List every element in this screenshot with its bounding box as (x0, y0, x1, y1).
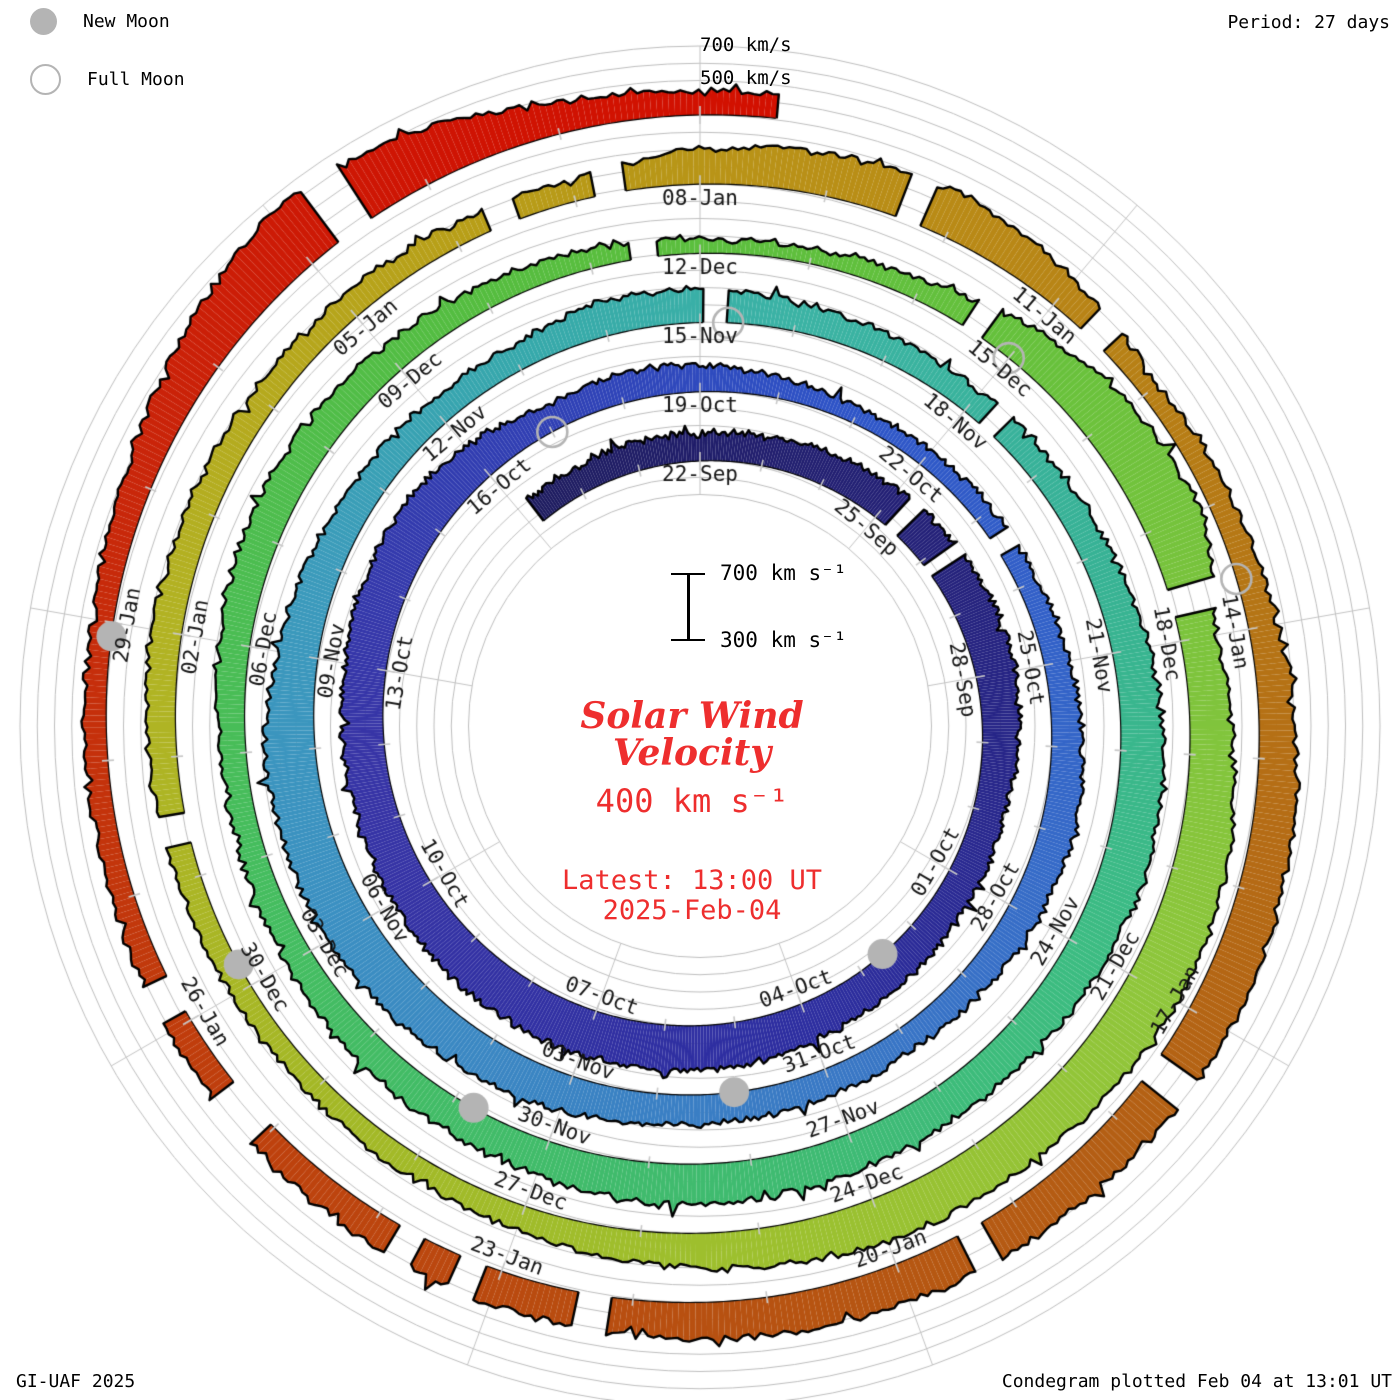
chart-title-line1: Solar Wind (580, 695, 804, 737)
credit-label: GI-UAF 2025 (16, 1371, 136, 1392)
latest-date: 2025-Feb-04 (602, 895, 782, 926)
legend-new-moon: New Moon (30, 8, 170, 35)
chart-title-line2: Velocity (612, 732, 772, 774)
scalebar-top-cap (671, 573, 705, 575)
scalebar-top-label: 700 km s⁻¹ (720, 561, 847, 585)
scalebar-stem (687, 574, 690, 640)
legend-new-moon-label: New Moon (83, 11, 170, 32)
legend-full-moon-label: Full Moon (87, 69, 185, 90)
new-moon-icon (30, 8, 57, 35)
plotted-label: Condegram plotted Feb 04 at 13:01 UT (1001, 1371, 1392, 1392)
latest-info: Latest: 13:00 UT 2025-Feb-04 (562, 866, 822, 926)
legend-full-moon: Full Moon (30, 64, 185, 95)
scalebar-bottom-cap (671, 639, 705, 641)
latest-time: Latest: 13:00 UT (561, 865, 823, 896)
period-label: Period: 27 days (1227, 12, 1390, 33)
outer-scale-500: 500 km/s (700, 67, 792, 89)
center-text-block: Solar Wind Velocity 400 km s⁻¹ Latest: 1… (562, 698, 822, 926)
scalebar-bottom-label: 300 km s⁻¹ (720, 628, 847, 652)
outer-scale-700: 700 km/s (700, 34, 792, 56)
full-moon-icon (30, 64, 61, 95)
reference-velocity: 400 km s⁻¹ (595, 782, 789, 820)
